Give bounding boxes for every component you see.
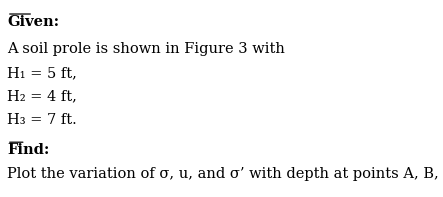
Text: A soil prole is shown in Figure 3 with: A soil prole is shown in Figure 3 with — [7, 42, 285, 56]
Text: H₂ = 4 ft,: H₂ = 4 ft, — [7, 90, 77, 104]
Text: Plot the variation of σ, u, and σ’ with depth at points A, B, C, and D: Plot the variation of σ, u, and σ’ with … — [7, 167, 443, 181]
Text: H₁ = 5 ft,: H₁ = 5 ft, — [7, 66, 77, 80]
Text: H₃ = 7 ft.: H₃ = 7 ft. — [7, 113, 77, 127]
Text: Find:: Find: — [7, 143, 49, 157]
Text: Given:: Given: — [7, 15, 59, 29]
